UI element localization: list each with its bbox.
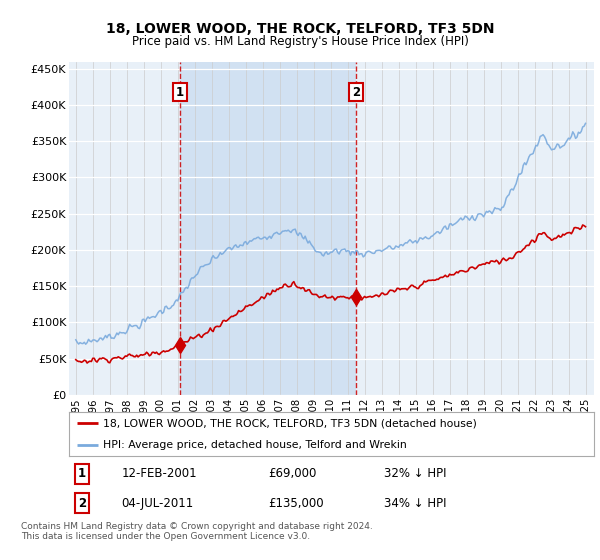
Text: 32% ↓ HPI: 32% ↓ HPI xyxy=(384,468,446,480)
Text: 34% ↓ HPI: 34% ↓ HPI xyxy=(384,497,446,510)
Text: 12-FEB-2001: 12-FEB-2001 xyxy=(121,468,197,480)
Text: HPI: Average price, detached house, Telford and Wrekin: HPI: Average price, detached house, Telf… xyxy=(103,440,407,450)
Text: 18, LOWER WOOD, THE ROCK, TELFORD, TF3 5DN: 18, LOWER WOOD, THE ROCK, TELFORD, TF3 5… xyxy=(106,22,494,36)
Text: 1: 1 xyxy=(176,86,184,99)
Text: Price paid vs. HM Land Registry's House Price Index (HPI): Price paid vs. HM Land Registry's House … xyxy=(131,35,469,48)
Text: Contains HM Land Registry data © Crown copyright and database right 2024.
This d: Contains HM Land Registry data © Crown c… xyxy=(21,522,373,542)
Text: 2: 2 xyxy=(78,497,86,510)
Text: 2: 2 xyxy=(352,86,360,99)
Text: 1: 1 xyxy=(78,468,86,480)
Text: 18, LOWER WOOD, THE ROCK, TELFORD, TF3 5DN (detached house): 18, LOWER WOOD, THE ROCK, TELFORD, TF3 5… xyxy=(103,418,477,428)
Text: £69,000: £69,000 xyxy=(269,468,317,480)
Bar xyxy=(180,62,356,395)
Text: 04-JUL-2011: 04-JUL-2011 xyxy=(121,497,194,510)
Text: £135,000: £135,000 xyxy=(269,497,324,510)
